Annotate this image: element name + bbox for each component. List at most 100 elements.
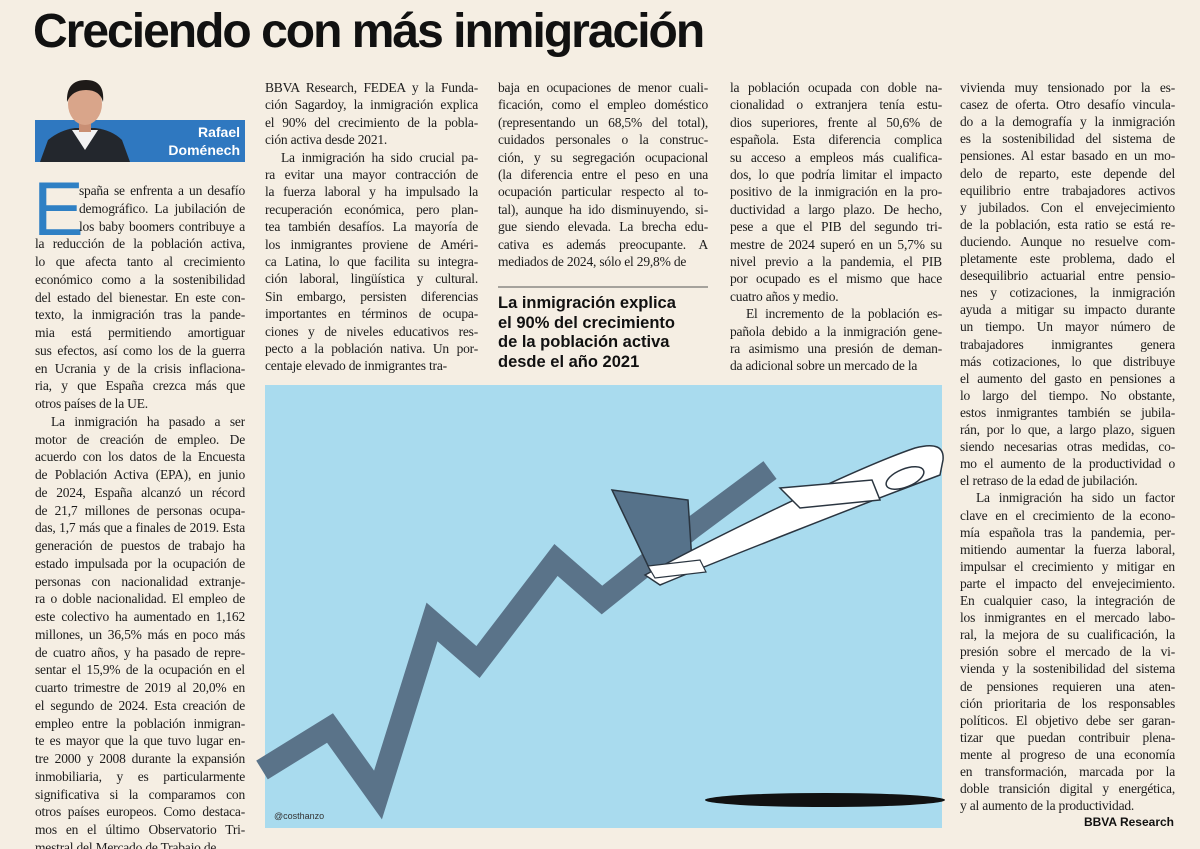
text-line: la fuerza laboral y ha impulsado la: [265, 184, 478, 200]
text-line: demográfico. La jubilación de: [79, 200, 245, 216]
text-line: El incremento de la población es-: [746, 306, 942, 322]
text-line: tal), aunque ha ido disminuyendo, si-: [498, 201, 708, 217]
text-line: personas con nacionalidad extranje-: [35, 573, 245, 589]
author-name: Doménech: [168, 142, 240, 158]
text-line: pensiones. Al estar basado en un mo-: [960, 148, 1175, 164]
text-line: mo el aumento de la productividad o: [960, 456, 1175, 472]
text-line: cuarto trimestre de 2019 al 20,0% en: [35, 680, 245, 695]
text-line: este colectivo ha aumentado en 1,162: [35, 609, 245, 624]
pull-quote-line: el 90% del crecimiento: [498, 313, 675, 332]
text-line: el aumento del gasto en pensiones a: [960, 370, 1175, 386]
text-line: los inmigrantes proviene de Améri-: [265, 236, 478, 252]
source: BBVA Research: [1083, 815, 1174, 829]
text-line: mia está permitiendo amortiguar: [35, 325, 245, 340]
text-line: de Población Activa (EPA), en junio: [35, 467, 245, 482]
text-line: económico como a la sostenibilidad: [35, 271, 245, 287]
text-line: dios superiores, frente al 50,6% de: [730, 114, 942, 130]
text-line: del estado del bienestar. En este con-: [35, 289, 245, 305]
headline: Creciendo con más inmigración: [33, 5, 705, 58]
pull-quote-line: La inmigración explica: [498, 294, 676, 312]
text-line: baja en ocupaciones de menor cuali-: [498, 80, 708, 95]
pull-quote-line: de la población activa: [498, 333, 670, 352]
text-line: mestral del Mercado de Trabajo de: [35, 839, 217, 849]
text-line: ciones y de niveles educativos res-: [265, 323, 478, 339]
text-line: clave en el crecimiento de la econo-: [960, 507, 1175, 523]
text-line: generación de puestos de trabajo ha: [35, 538, 245, 553]
text-line: lo largo del tiempo. No obstante,: [960, 387, 1175, 403]
text-line: millones, un 36,5% más en poco más: [35, 626, 245, 642]
text-line: pañola debido a la inmigración gene-: [730, 323, 942, 339]
text-line: mía española tras la pandemia, per-: [960, 524, 1175, 540]
text-line: cuidados personales o la construc-: [498, 132, 708, 148]
text-line: un tiempo. Un mayor número de: [960, 319, 1175, 335]
text-line: la reducción de la población activa,: [35, 236, 245, 252]
text-line: los baby boomers contribuye a: [79, 218, 245, 234]
illustration-credit: @costhanzo: [274, 811, 325, 821]
text-line: nivel previo a la pandemia, el PIB: [730, 254, 942, 269]
text-line: spaña se enfrenta a un desafío: [79, 183, 245, 198]
text-line: y al aumento de la productividad.: [960, 798, 1135, 814]
text-line: importantes en términos de ocupa-: [265, 306, 478, 322]
text-line: BBVA Research, FEDEA y la Funda-: [265, 80, 478, 95]
text-line: gue siendo elevada. La brecha edu-: [498, 219, 708, 235]
text-line: mitiendo aumentar la fuerza laboral,: [960, 541, 1175, 557]
text-line: pecto a la población nativa. Un por-: [265, 341, 478, 356]
text-line: los inmigrantes en el mercado labo-: [960, 610, 1175, 626]
text-line: de pensiones requieren una aten-: [960, 678, 1175, 694]
text-line: duciendo. Aunque no resuelve com-: [960, 233, 1175, 249]
text-line: das, 1,7 más que a finales de 2019. Esta: [35, 520, 245, 536]
text-line: ción prioritaria de los responsables: [960, 695, 1175, 711]
text-line: inmobiliaria, y es particularmente: [35, 768, 245, 784]
text-line: Sin embargo, persisten diferencias: [265, 288, 478, 304]
text-line: y jubilados. Con el envejecimiento: [960, 199, 1175, 215]
text-line: casez de oferta. Otro desafío vincula-: [960, 97, 1175, 113]
text-line: siendo necesarias otras medidas, co-: [960, 439, 1175, 455]
text-line: su acceso a empleos más cualifica-: [730, 149, 942, 165]
text-line: doble transición digital y energética,: [960, 781, 1175, 797]
text-line: ca Latina, lo que facilita su integra-: [265, 254, 478, 269]
text-line: pletamente este problema, dado el: [960, 251, 1175, 266]
text-line: te es mayor que la que tuvo lugar en-: [35, 733, 245, 749]
text-line: ción, y su segregación ocupacional: [498, 149, 708, 165]
text-line: recuperación económica, pero plan-: [265, 201, 478, 217]
text-line: delo de reparto, este depende del: [960, 165, 1175, 181]
text-line: tizar que puedan contribuir plena-: [960, 729, 1175, 745]
text-line: nes y cotizaciones, la inmigración: [960, 285, 1175, 301]
text-line: tea también desafíos. La mayoría de: [265, 219, 478, 235]
text-line: (representando un 68,5% del total),: [498, 114, 708, 130]
text-line: de cuatro años, y ha pasado de repre-: [35, 644, 245, 660]
text-line: La inmigración ha pasado a ser: [51, 413, 245, 429]
text-line: cionalidad o extranjera tenía estu-: [730, 97, 942, 113]
text-line: mos en el último Observatorio Tri-: [35, 822, 245, 837]
text-line: en Ucrania y de la crisis inflaciona-: [35, 360, 245, 376]
text-line: mente al progreso de una economía: [960, 746, 1175, 762]
text-line: mestre de 2024 superó en un 5,7% su: [730, 236, 942, 252]
text-line: empleo entre la población inmigran-: [35, 715, 245, 731]
text-line: ra o doble nacionalidad. El empleo de: [35, 591, 245, 607]
text-line: da adicional sobre un mercado de la: [730, 358, 918, 374]
text-line: motor de creación de empleo. De: [35, 431, 245, 447]
text-line: es la sostenibilidad del sistema de: [960, 131, 1175, 147]
text-line: de la población, esta ratio se está re-: [960, 216, 1175, 232]
text-line: en transformación, marcada por la: [960, 764, 1175, 779]
text-line: vivienda muy tensionado por la es-: [960, 80, 1175, 95]
author-name: Rafael: [197, 124, 240, 140]
text-line: mediados de 2024, sólo el 29,8% de: [498, 254, 687, 269]
text-line: (la diferencia entre el peso en una: [498, 167, 708, 182]
author-photo: [40, 80, 130, 162]
text-line: ocupación particular respecto al to-: [498, 184, 708, 200]
text-line: cuatro años y medio.: [730, 288, 839, 304]
text-line: acuerdo con los datos de la Encuesta: [35, 449, 245, 465]
text-line: estado impulsada por la ocupación de: [35, 555, 245, 571]
pull-quote-line: desde el año 2021: [498, 352, 640, 371]
text-line: En cualquier caso, la integración de: [960, 593, 1175, 608]
text-line: ción laboral, lingüística y cultural.: [265, 271, 478, 287]
text-line: ra evitar una mayor contracción de: [265, 167, 478, 182]
text-line: ductividad a largo plazo. De hecho,: [730, 201, 942, 217]
text-line: ra asimismo una presión de deman-: [730, 341, 942, 356]
text-line: española. Esta diferencia complica: [730, 132, 942, 148]
text-line: la población ocupada con doble na-: [730, 80, 942, 95]
text-line: rán, por lo que, a largo plazo, siguen: [960, 422, 1175, 437]
text-line: el segundo de 2024. Esta creación de: [35, 697, 245, 713]
